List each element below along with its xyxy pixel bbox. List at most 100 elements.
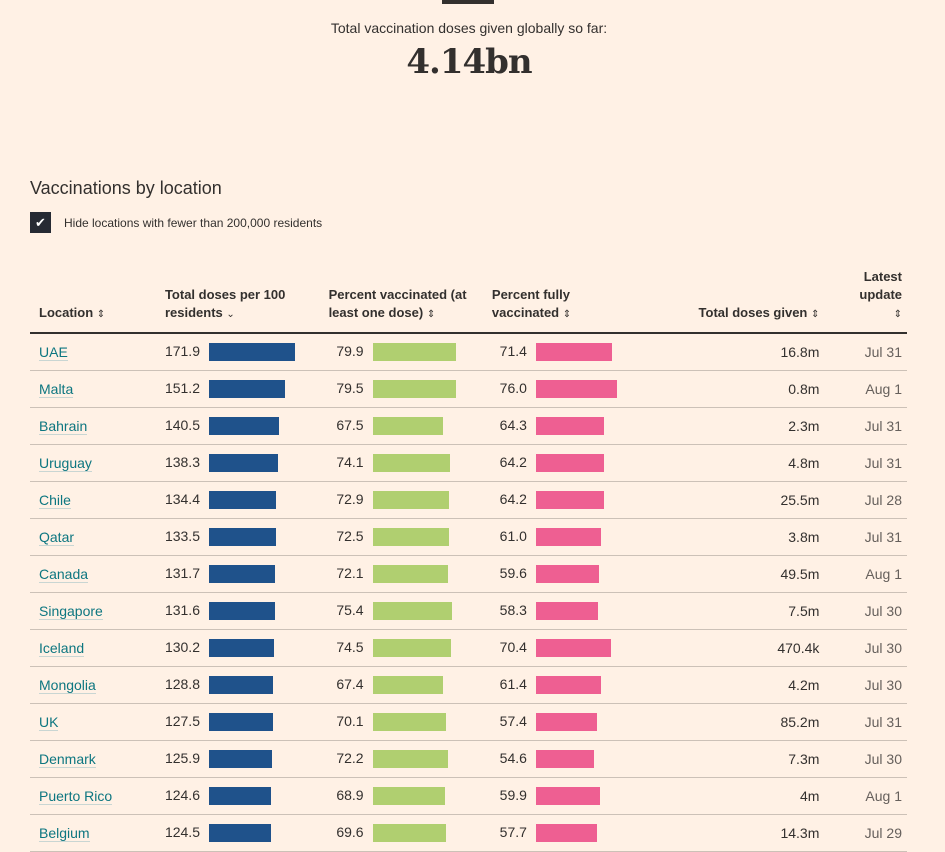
percent-one-dose-value: 67.4 <box>336 675 364 692</box>
doses-per-100-bar <box>208 454 279 473</box>
sort-icon: ⇕ <box>562 309 572 320</box>
latest-update: Jul 28 <box>829 481 907 519</box>
check-icon: ✔ <box>35 214 46 230</box>
vaccinations-table: Location ⇕ Total doses per 100 residents… <box>30 268 907 852</box>
table-row: Puerto Rico 124.6 68.9 59.9 4m Aug 1 <box>30 777 907 815</box>
percent-fully-value: 76.0 <box>499 379 527 396</box>
percent-fully-bar <box>535 454 605 473</box>
header-percent-fully[interactable]: Percent fully vaccinated ⇕ <box>482 268 625 334</box>
sort-icon: ⇕ <box>96 309 106 320</box>
doses-per-100-bar <box>208 750 272 769</box>
latest-update: Aug 1 <box>829 555 907 593</box>
latest-update: Jul 30 <box>829 740 907 778</box>
total-doses: 470.4k <box>624 629 830 667</box>
header-percent-one-dose[interactable]: Percent vaccinated (at least one dose) ⇕ <box>319 268 483 334</box>
percent-fully-bar <box>535 787 600 806</box>
percent-one-dose-bar <box>372 602 452 621</box>
doses-per-100-value: 124.6 <box>164 786 200 803</box>
percent-one-dose-bar <box>372 380 457 399</box>
percent-fully-bar <box>535 713 598 732</box>
percent-fully-bar <box>535 639 611 658</box>
percent-fully-bar <box>535 565 600 584</box>
location-link[interactable]: UAE <box>39 344 68 361</box>
percent-one-dose-value: 72.5 <box>336 527 364 544</box>
percent-fully-value: 64.2 <box>499 490 527 507</box>
doses-per-100-value: 171.9 <box>164 342 200 359</box>
total-doses: 4m <box>624 777 830 815</box>
location-link[interactable]: Singapore <box>39 603 103 620</box>
location-link[interactable]: Belgium <box>39 825 90 842</box>
location-link[interactable]: Puerto Rico <box>39 788 113 805</box>
percent-one-dose-value: 75.4 <box>336 601 364 618</box>
header-latest-update[interactable]: Latest update ⇕ <box>829 268 907 334</box>
percent-one-dose-value: 72.1 <box>336 564 364 581</box>
total-label: Total vaccination doses given globally s… <box>330 20 608 36</box>
total-doses: 3.8m <box>624 518 830 556</box>
percent-one-dose-bar <box>372 491 450 510</box>
doses-per-100-bar <box>208 787 272 806</box>
header-location[interactable]: Location ⇕ <box>30 268 156 334</box>
percent-one-dose-bar <box>372 343 457 362</box>
total-doses: 85.2m <box>624 703 830 741</box>
latest-update: Jul 31 <box>829 333 907 371</box>
percent-one-dose-bar <box>372 824 446 843</box>
percent-fully-value: 61.0 <box>499 527 527 544</box>
top-rule <box>442 0 494 4</box>
location-link[interactable]: Mongolia <box>39 677 96 694</box>
percent-fully-value: 57.4 <box>499 712 527 729</box>
percent-fully-value: 61.4 <box>499 675 527 692</box>
total-value: 4.14bn <box>406 42 532 82</box>
sort-icon: ⇕ <box>426 309 436 320</box>
percent-one-dose-value: 69.6 <box>336 823 364 840</box>
total-doses: 25.5m <box>624 481 830 519</box>
table-row: Qatar 133.5 72.5 61.0 3.8m Jul 31 <box>30 518 907 556</box>
doses-per-100-bar <box>208 639 275 658</box>
location-link[interactable]: Chile <box>39 492 71 509</box>
total-doses: 14.3m <box>624 814 830 852</box>
filter-label: Hide locations with fewer than 200,000 r… <box>64 215 323 230</box>
location-link[interactable]: Denmark <box>39 751 96 768</box>
percent-one-dose-bar <box>372 713 447 732</box>
percent-one-dose-value: 79.9 <box>336 342 364 359</box>
percent-one-dose-value: 72.2 <box>336 749 364 766</box>
table-row: Canada 131.7 72.1 59.6 49.5m Aug 1 <box>30 555 907 593</box>
percent-fully-value: 71.4 <box>499 342 527 359</box>
doses-per-100-value: 130.2 <box>164 638 200 655</box>
checkbox[interactable]: ✔ <box>30 212 51 233</box>
location-link[interactable]: Malta <box>39 381 74 398</box>
total-doses: 2.3m <box>624 407 830 445</box>
doses-per-100-bar <box>208 565 275 584</box>
doses-per-100-bar <box>208 417 280 436</box>
doses-per-100-value: 125.9 <box>164 749 200 766</box>
location-link[interactable]: UK <box>39 714 59 731</box>
latest-update: Jul 31 <box>829 444 907 482</box>
location-link[interactable]: Iceland <box>39 640 85 657</box>
total-doses: 7.3m <box>624 740 830 778</box>
location-link[interactable]: Bahrain <box>39 418 88 435</box>
doses-per-100-value: 140.5 <box>164 416 200 433</box>
location-link[interactable]: Qatar <box>39 529 75 546</box>
table-row: UAE 171.9 79.9 71.4 16.8m Jul 31 <box>30 333 907 371</box>
hide-small-locations-filter[interactable]: ✔ Hide locations with fewer than 200,000… <box>30 212 322 233</box>
percent-fully-value: 59.9 <box>499 786 527 803</box>
doses-per-100-bar <box>208 528 276 547</box>
latest-update: Jul 29 <box>829 814 907 852</box>
percent-fully-value: 57.7 <box>499 823 527 840</box>
percent-one-dose-bar <box>372 528 449 547</box>
header-total-doses[interactable]: Total doses given ⇕ <box>624 268 830 334</box>
percent-one-dose-value: 74.1 <box>336 453 364 470</box>
percent-fully-bar <box>535 380 617 399</box>
table-row: Malta 151.2 79.5 76.0 0.8m Aug 1 <box>30 370 907 408</box>
doses-per-100-value: 127.5 <box>164 712 200 729</box>
percent-one-dose-value: 68.9 <box>336 786 364 803</box>
section-title: Vaccinations by location <box>30 178 222 198</box>
percent-one-dose-bar <box>372 639 451 658</box>
doses-per-100-value: 131.7 <box>164 564 200 581</box>
table-row: Singapore 131.6 75.4 58.3 7.5m Jul 30 <box>30 592 907 630</box>
percent-one-dose-value: 74.5 <box>336 638 364 655</box>
location-link[interactable]: Canada <box>39 566 89 583</box>
percent-fully-bar <box>535 750 595 769</box>
header-doses-per-100[interactable]: Total doses per 100 residents ⌄ <box>155 268 320 334</box>
doses-per-100-bar <box>208 380 285 399</box>
location-link[interactable]: Uruguay <box>39 455 92 472</box>
